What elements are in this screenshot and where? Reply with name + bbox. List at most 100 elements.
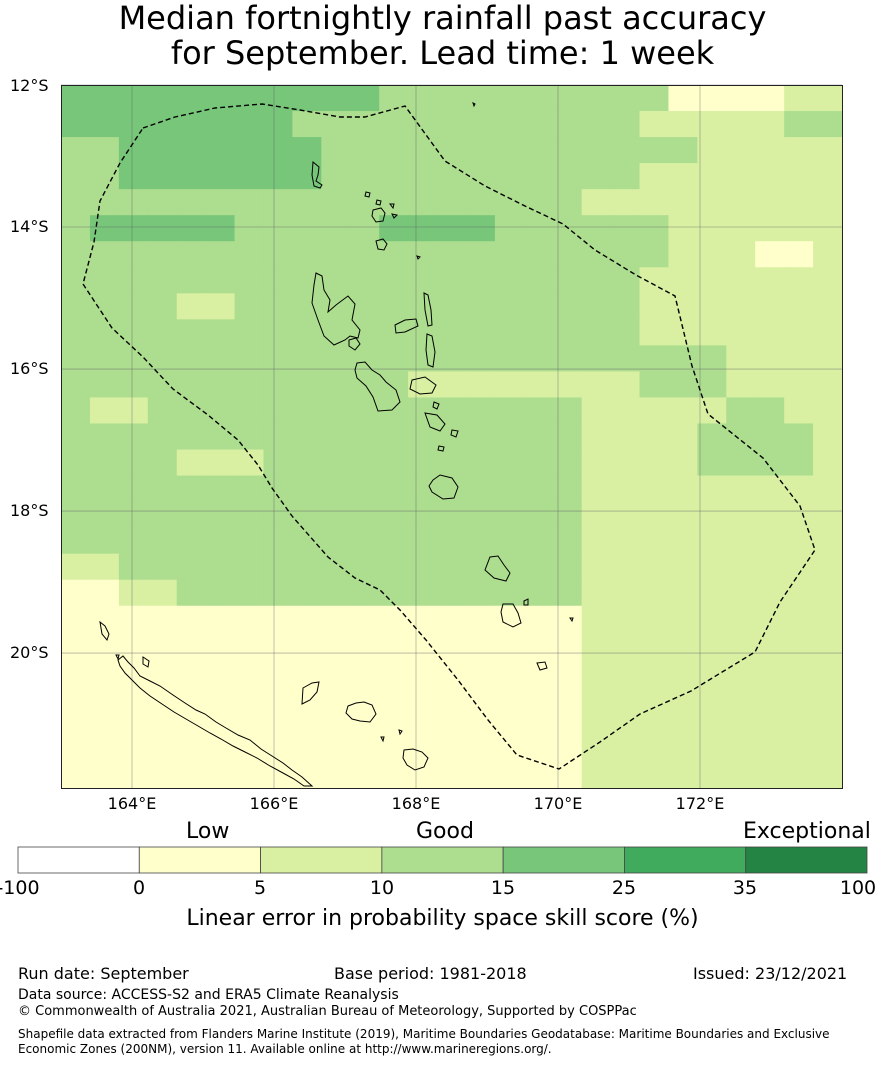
grid-cell [61, 501, 91, 529]
lon-label-170e: 170°E [533, 794, 583, 813]
grid-cell [263, 683, 294, 711]
grid-cell [552, 163, 583, 190]
grid-cell [292, 137, 322, 164]
grid-cell [494, 631, 525, 659]
grid-cell [581, 527, 612, 555]
grid-cell [292, 215, 322, 242]
grid-cell [784, 709, 814, 737]
grid-cell [176, 137, 207, 164]
grid-cell [61, 449, 91, 477]
grid-cell [205, 605, 236, 633]
grid-cell [147, 137, 178, 164]
grid-cell [292, 709, 322, 737]
grid-cell [321, 319, 351, 346]
grid-cell [61, 241, 91, 268]
grid-cell [639, 137, 670, 164]
grid-cell [813, 553, 843, 581]
grid-cell [726, 189, 756, 216]
grid-cell [494, 137, 525, 164]
copyright: © Commonwealth of Australia 2021, Austra… [18, 1004, 637, 1019]
grid-cell [147, 735, 178, 763]
grid-cell [610, 657, 641, 685]
grid-cell [437, 761, 467, 789]
grid-cell [321, 579, 351, 607]
grid-cell [581, 293, 612, 320]
grid-cell [465, 163, 496, 190]
grid-cell [408, 293, 438, 320]
grid-cell [755, 527, 785, 555]
grid-cell [205, 163, 236, 190]
grid-cell [697, 241, 727, 268]
grid-cell [118, 137, 149, 164]
grid-cell [89, 215, 120, 242]
grid-cell [292, 345, 322, 373]
grid-cell [813, 735, 843, 763]
grid-cell [465, 137, 496, 164]
grid-cell [89, 735, 120, 763]
grid-cell [292, 371, 322, 399]
grid-cell [465, 657, 496, 685]
grid-cell [726, 215, 756, 242]
grid-cell [408, 761, 438, 789]
grid-cell [379, 761, 409, 789]
grid-cell [610, 111, 641, 138]
grid-cell [552, 267, 583, 294]
grid-cell [813, 293, 843, 320]
grid-cell [205, 657, 236, 685]
grid-cell [784, 215, 814, 242]
colorbar-segment [260, 846, 383, 874]
grid-cell [465, 735, 496, 763]
grid-cell [292, 397, 322, 425]
grid-cell [176, 423, 207, 451]
grid-cell [176, 475, 207, 503]
base-period: Base period: 1981-2018 [334, 964, 527, 983]
grid-cell [292, 631, 322, 659]
grid-cell [523, 397, 554, 425]
grid-cell [205, 579, 236, 607]
hunter-matthew-islets [142, 656, 150, 668]
grid-cell [350, 553, 380, 581]
grid-cell [437, 631, 467, 659]
grid-cell [755, 605, 785, 633]
grid-cell [523, 683, 554, 711]
grid-cell [437, 397, 467, 425]
grid-cell [379, 345, 409, 373]
grid-cell [697, 423, 727, 451]
grid-cell [465, 267, 496, 294]
grid-cell [581, 579, 612, 607]
grid-cell [263, 163, 294, 190]
grid-cell [697, 111, 727, 138]
tanna-island [500, 603, 522, 628]
grid-cell [755, 735, 785, 763]
grid-cell [263, 709, 294, 737]
lon-label-168e: 168°E [391, 794, 441, 813]
grid-cell [263, 111, 294, 138]
grid-cell [147, 579, 178, 607]
grid-cell [89, 449, 120, 477]
grid-cell [813, 683, 843, 711]
grid-cell [552, 189, 583, 216]
grid-cell [147, 423, 178, 451]
grid-cell [465, 527, 496, 555]
grid-cell [784, 735, 814, 763]
grid-cell [118, 475, 149, 503]
grid-cell [176, 501, 207, 529]
grid-cell [726, 293, 756, 320]
grid-cell [321, 371, 351, 399]
grid-cell [176, 371, 207, 399]
grid-cell [176, 527, 207, 555]
grid-cell [552, 605, 583, 633]
grid-cell [726, 683, 756, 711]
grid-cell [321, 397, 351, 425]
grid-cell [147, 371, 178, 399]
grid-cell [697, 189, 727, 216]
grid-cell [465, 293, 496, 320]
grid-cell [755, 501, 785, 529]
grid-cell [350, 215, 380, 242]
grid-cell [494, 189, 525, 216]
grid-cell [61, 371, 91, 399]
grid-cell [784, 475, 814, 503]
grid-cell [292, 449, 322, 477]
grid-cell [755, 579, 785, 607]
grid-cell [523, 345, 554, 373]
